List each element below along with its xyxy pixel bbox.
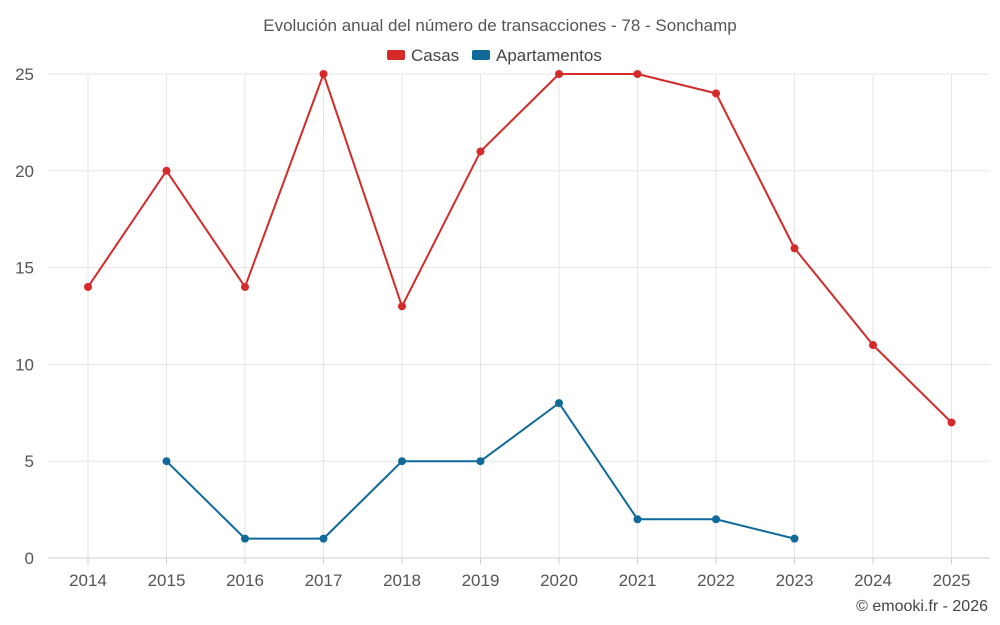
x-tick-label: 2015 [148, 571, 186, 590]
series [84, 70, 956, 543]
x-tick-label: 2019 [462, 571, 500, 590]
data-point-casas[interactable] [633, 70, 642, 78]
legend-swatch-apartamentos [472, 50, 490, 60]
data-point-apartamentos[interactable] [712, 515, 720, 524]
data-point-apartamentos[interactable] [241, 534, 249, 543]
data-point-apartamentos[interactable] [319, 534, 328, 543]
data-point-casas[interactable] [947, 418, 956, 427]
data-point-casas[interactable] [241, 282, 249, 291]
data-point-casas[interactable] [476, 147, 485, 156]
x-tick-label: 2023 [776, 571, 814, 590]
y-tick-label: 20 [15, 162, 34, 181]
legend-label-casas: Casas [411, 46, 459, 65]
data-point-casas[interactable] [319, 70, 328, 78]
data-point-apartamentos[interactable] [790, 534, 799, 543]
chart-title: Evolución anual del número de transaccio… [263, 16, 736, 35]
legend-swatch-casas [387, 50, 405, 60]
data-point-apartamentos[interactable] [633, 515, 642, 524]
x-tick-label: 2025 [933, 571, 971, 590]
series-line-casas [87, 73, 953, 424]
x-tick-label: 2018 [383, 571, 421, 590]
data-point-apartamentos[interactable] [555, 399, 563, 408]
x-tick-label: 2017 [305, 571, 343, 590]
x-tick-label: 2022 [697, 571, 735, 590]
data-point-casas[interactable] [712, 89, 720, 98]
data-point-apartamentos[interactable] [476, 457, 485, 466]
x-tick-label: 2014 [69, 571, 107, 590]
data-point-casas[interactable] [162, 166, 171, 175]
data-point-casas[interactable] [790, 244, 799, 253]
data-point-casas[interactable] [555, 70, 563, 78]
data-point-apartamentos[interactable] [398, 457, 406, 466]
credit-text: © emooki.fr - 2026 [856, 598, 988, 615]
y-tick-label: 0 [25, 549, 34, 568]
data-point-casas[interactable] [398, 302, 406, 311]
data-point-casas[interactable] [869, 341, 877, 350]
y-tick-label: 25 [15, 65, 34, 84]
y-tick-label: 10 [15, 355, 34, 374]
y-tick-label: 5 [25, 452, 34, 471]
legend-label-apartamentos: Apartamentos [496, 46, 602, 65]
data-point-casas[interactable] [84, 282, 92, 291]
legend[interactable]: Casas Apartamentos [387, 46, 602, 65]
series-casas [84, 70, 956, 427]
x-tick-label: 2021 [619, 571, 657, 590]
legend-item-casas[interactable]: Casas [387, 46, 459, 65]
data-point-apartamentos[interactable] [162, 457, 171, 466]
y-tick-label: 15 [15, 259, 34, 278]
x-tick-label: 2016 [226, 571, 264, 590]
legend-item-apartamentos[interactable]: Apartamentos [472, 46, 602, 65]
x-tick-label: 2024 [854, 571, 892, 590]
x-tick-label: 2020 [540, 571, 578, 590]
series-apartamentos [162, 399, 799, 543]
